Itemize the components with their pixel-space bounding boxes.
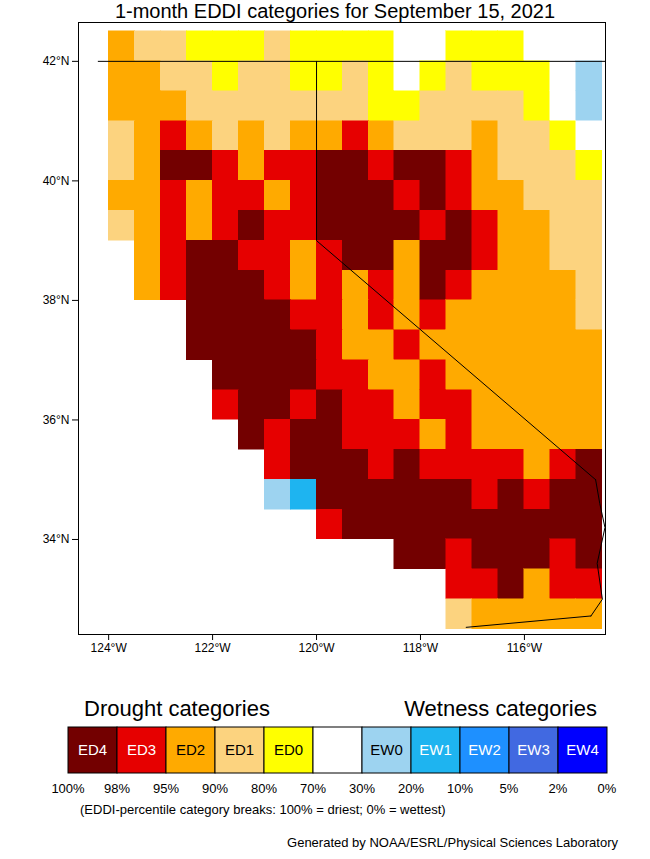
svg-text:5%: 5%: [500, 781, 519, 796]
svg-text:20%: 20%: [398, 781, 424, 796]
svg-text:122°W: 122°W: [195, 641, 232, 655]
svg-text:38°N: 38°N: [43, 293, 70, 307]
svg-text:Drought categories: Drought categories: [84, 696, 270, 721]
svg-text:EW1: EW1: [419, 741, 452, 758]
svg-text:120°W: 120°W: [298, 641, 335, 655]
svg-text:90%: 90%: [202, 781, 228, 796]
svg-text:70%: 70%: [300, 781, 326, 796]
svg-text:10%: 10%: [447, 781, 473, 796]
svg-text:(EDDI-percentile category brea: (EDDI-percentile category breaks: 100% =…: [80, 802, 446, 817]
svg-text:Generated by NOAA/ESRL/Physica: Generated by NOAA/ESRL/Physical Sciences…: [287, 835, 618, 850]
svg-text:ED4: ED4: [78, 741, 107, 758]
svg-text:0%: 0%: [598, 781, 617, 796]
svg-text:EW3: EW3: [517, 741, 550, 758]
svg-text:30%: 30%: [349, 781, 375, 796]
svg-text:36°N: 36°N: [43, 413, 70, 427]
svg-text:95%: 95%: [153, 781, 179, 796]
svg-text:34°N: 34°N: [43, 532, 70, 546]
svg-text:EW2: EW2: [468, 741, 501, 758]
svg-text:98%: 98%: [104, 781, 130, 796]
svg-text:ED2: ED2: [176, 741, 205, 758]
svg-text:ED3: ED3: [127, 741, 156, 758]
svg-text:Wetness categories: Wetness categories: [404, 696, 597, 721]
html-text:1-month EDDI categories for Se: 1-month EDDI categories for September 15…: [114, 0, 556, 22]
svg-text:118°W: 118°W: [403, 641, 439, 655]
svg-text:42°N: 42°N: [43, 54, 70, 68]
svg-text:40°N: 40°N: [43, 174, 70, 188]
svg-text:116°W: 116°W: [507, 641, 543, 655]
svg-text:100%: 100%: [51, 781, 85, 796]
svg-text:EW0: EW0: [370, 741, 403, 758]
svg-text:124°W: 124°W: [91, 641, 128, 655]
svg-text:80%: 80%: [251, 781, 277, 796]
svg-text:2%: 2%: [549, 781, 568, 796]
svg-text:EW4: EW4: [566, 741, 599, 758]
svg-text:ED1: ED1: [225, 741, 254, 758]
svg-text:ED0: ED0: [274, 741, 303, 758]
